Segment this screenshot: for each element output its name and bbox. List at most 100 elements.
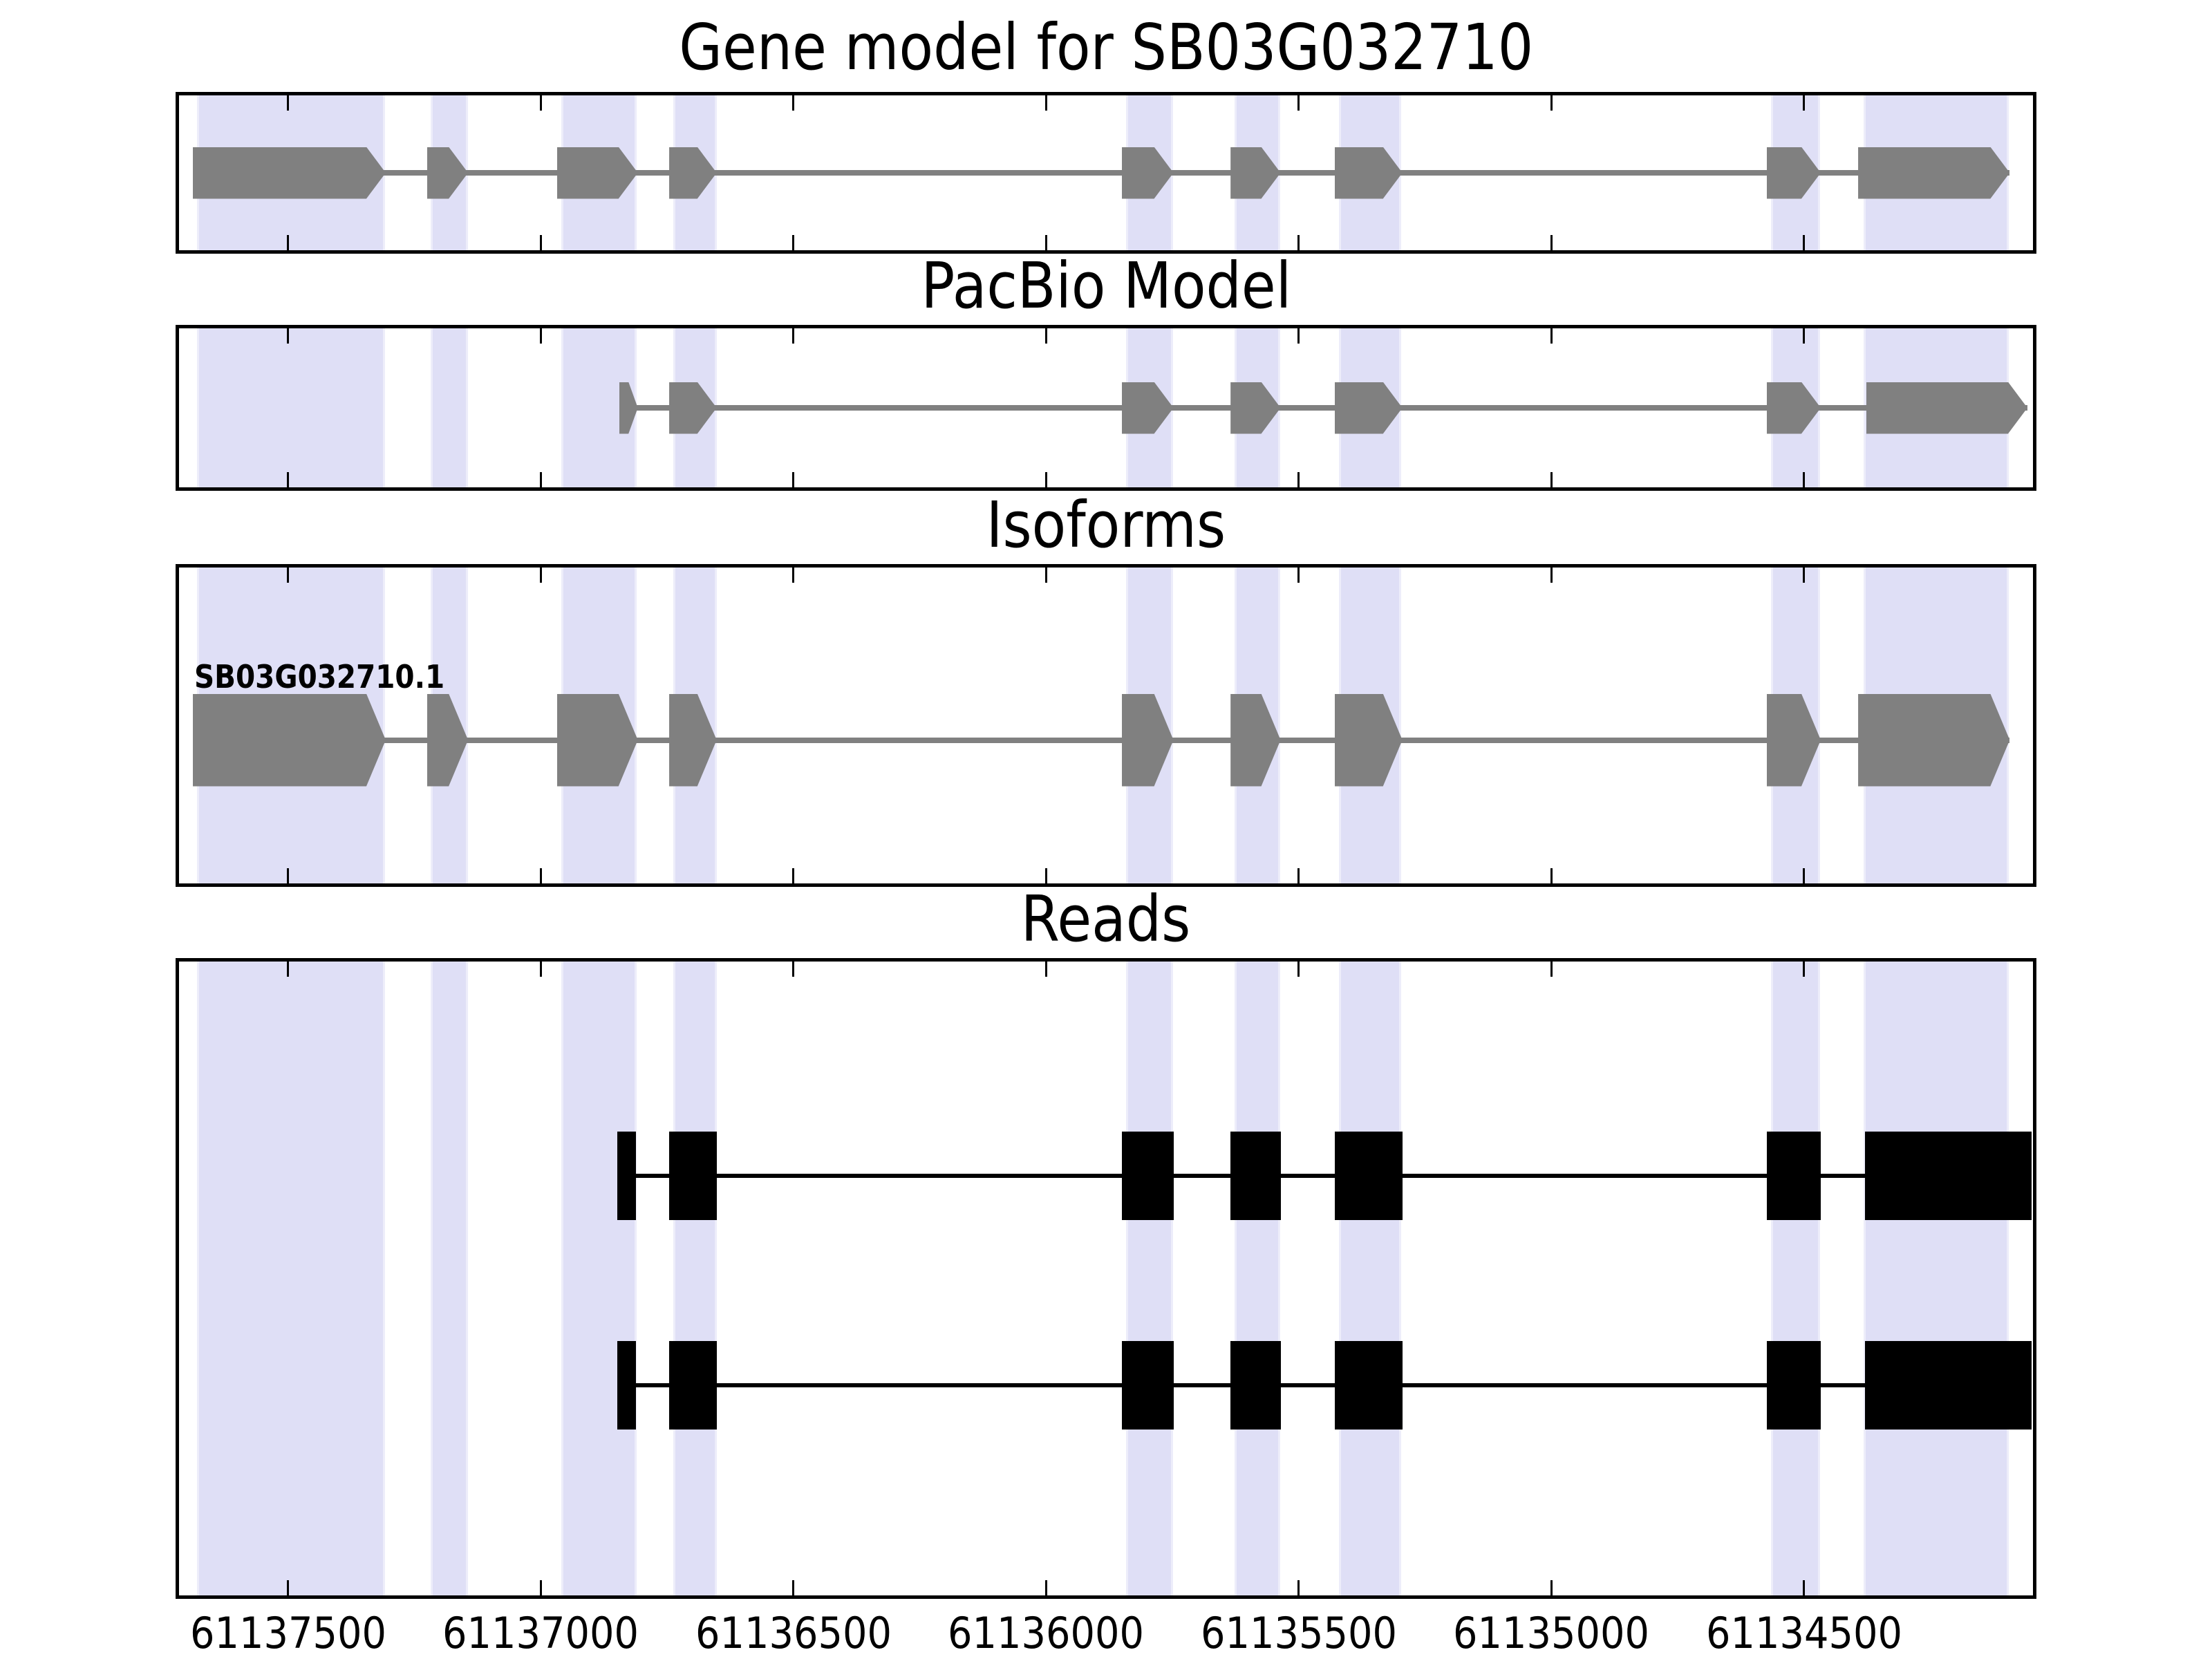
axis-tick-mark xyxy=(792,568,795,583)
axis-tick-mark xyxy=(1044,235,1047,250)
read-exon-block xyxy=(1122,1131,1174,1220)
read-exon-block xyxy=(669,1341,717,1430)
x-tick-label: 61135000 xyxy=(1453,1608,1650,1658)
read-exon-block xyxy=(1230,1341,1281,1430)
x-tick-label: 61136500 xyxy=(695,1608,892,1658)
axis-tick-mark xyxy=(1297,472,1300,487)
x-tick-label: 61135500 xyxy=(1200,1608,1397,1658)
axis-tick-mark xyxy=(1297,1580,1300,1595)
axis-tick-mark xyxy=(539,472,542,487)
axis-tick-mark xyxy=(1550,868,1553,883)
transcript-intron-line xyxy=(192,737,2010,743)
axis-tick-mark xyxy=(1297,235,1300,250)
axis-tick-mark xyxy=(539,568,542,583)
gene-model-panel xyxy=(176,92,2036,254)
axis-tick-mark xyxy=(1297,95,1300,111)
isoforms-panel: SB03G032710.1 xyxy=(176,564,2036,887)
axis-tick-mark xyxy=(1803,962,1806,977)
axis-tick-mark xyxy=(287,868,290,883)
axis-tick-mark xyxy=(539,1580,542,1595)
pacbio-panel-title: PacBio Model xyxy=(921,249,1291,323)
axis-tick-mark xyxy=(1550,235,1553,250)
axis-tick-mark xyxy=(287,95,290,111)
exon-arrow-block xyxy=(1858,693,2010,787)
axis-tick-mark xyxy=(1550,962,1553,977)
axis-tick-mark xyxy=(792,328,795,344)
axis-tick-mark xyxy=(1297,568,1300,583)
exon-highlight-band xyxy=(1864,962,2009,1595)
exon-highlight-band xyxy=(431,328,469,487)
gene-model-panel-title: Gene model for SB03G032710 xyxy=(678,10,1534,84)
axis-tick-mark xyxy=(792,962,795,977)
axis-tick-mark xyxy=(287,1580,290,1595)
isoform-label: SB03G032710.1 xyxy=(194,657,444,695)
x-tick-label: 61137000 xyxy=(442,1608,639,1658)
axis-tick-mark xyxy=(539,95,542,111)
reads-panel xyxy=(176,958,2036,1599)
axis-tick-mark xyxy=(1803,1580,1806,1595)
axis-tick-mark xyxy=(1044,568,1047,583)
read-exon-block xyxy=(617,1131,636,1220)
read-exon-block xyxy=(1230,1131,1281,1220)
axis-tick-mark xyxy=(1803,868,1806,883)
read-exon-block xyxy=(1334,1131,1403,1220)
axis-tick-mark xyxy=(1550,95,1553,111)
axis-tick-mark xyxy=(1044,868,1047,883)
exon-highlight-band xyxy=(197,962,385,1595)
exon-highlight-band xyxy=(1338,962,1402,1595)
exon-arrow-block xyxy=(1866,382,2027,434)
axis-tick-mark xyxy=(287,568,290,583)
exon-highlight-band xyxy=(1235,962,1280,1595)
axis-tick-mark xyxy=(539,235,542,250)
axis-tick-mark xyxy=(539,328,542,344)
axis-tick-mark xyxy=(792,95,795,111)
transcript-intron-line xyxy=(192,170,2010,176)
axis-tick-mark xyxy=(287,962,290,977)
transcript-intron-line xyxy=(619,405,2027,411)
read-exon-block xyxy=(1766,1131,1821,1220)
read-exon-block xyxy=(1864,1131,2032,1220)
exon-highlight-band xyxy=(431,962,469,1595)
axis-tick-mark xyxy=(792,1580,795,1595)
axis-tick-mark xyxy=(287,328,290,344)
axis-tick-mark xyxy=(287,472,290,487)
axis-tick-mark xyxy=(1044,962,1047,977)
axis-tick-mark xyxy=(1044,472,1047,487)
axis-tick-mark xyxy=(1550,328,1553,344)
axis-tick-mark xyxy=(1550,568,1553,583)
read-exon-block xyxy=(1334,1341,1403,1430)
exon-arrow-block xyxy=(556,147,638,199)
axis-tick-mark xyxy=(539,962,542,977)
axis-tick-mark xyxy=(1803,472,1806,487)
read-exon-block xyxy=(617,1341,636,1430)
exon-arrow-block xyxy=(556,693,638,787)
x-tick-label: 61137500 xyxy=(189,1608,386,1658)
read-exon-block xyxy=(669,1131,717,1220)
x-tick-label: 61134500 xyxy=(1705,1608,1902,1658)
exon-highlight-band xyxy=(197,328,385,487)
axis-tick-mark xyxy=(287,235,290,250)
axis-tick-mark xyxy=(1297,868,1300,883)
axis-tick-mark xyxy=(1803,95,1806,111)
exon-arrow-block xyxy=(1858,147,2010,199)
exon-arrow-block xyxy=(192,693,386,787)
x-tick-label: 61136000 xyxy=(948,1608,1145,1658)
exon-arrow-block xyxy=(192,147,386,199)
axis-tick-mark xyxy=(792,868,795,883)
read-exon-block xyxy=(1864,1341,2032,1430)
exon-highlight-band xyxy=(1125,962,1173,1595)
axis-tick-mark xyxy=(1803,568,1806,583)
reads-panel-title: Reads xyxy=(1021,882,1191,956)
read-intron-line xyxy=(617,1173,2032,1178)
read-intron-line xyxy=(617,1383,2032,1388)
axis-tick-mark xyxy=(1803,328,1806,344)
read-exon-block xyxy=(1766,1341,1821,1430)
read-exon-block xyxy=(1122,1341,1174,1430)
axis-tick-mark xyxy=(1044,1580,1047,1595)
axis-tick-mark xyxy=(539,868,542,883)
pacbio-panel xyxy=(176,325,2036,491)
axis-tick-mark xyxy=(792,472,795,487)
isoforms-panel-title: Isoforms xyxy=(986,488,1226,562)
axis-tick-mark xyxy=(1297,962,1300,977)
